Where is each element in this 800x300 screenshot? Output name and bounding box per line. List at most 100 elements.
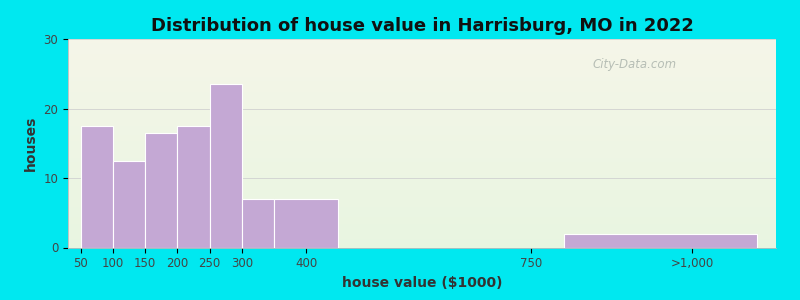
Bar (68, 71, 776, 72)
Bar (68, 171, 776, 172)
Bar (68, 139, 776, 140)
Bar (68, 50, 776, 52)
Bar (68, 117, 776, 118)
Bar (68, 194, 776, 195)
Bar (68, 157, 776, 158)
Bar (68, 88, 776, 89)
Bar (68, 55, 776, 56)
Bar (68, 181, 776, 182)
Bar (68, 170, 776, 171)
Bar (68, 209, 776, 210)
Bar (68, 179, 776, 180)
Bar (68, 144, 776, 145)
Bar (68, 86, 776, 87)
Bar (68, 153, 776, 154)
X-axis label: house value ($1000): house value ($1000) (342, 276, 502, 290)
Bar (68, 212, 776, 213)
Bar (68, 127, 776, 128)
Bar (68, 128, 776, 129)
Bar (68, 79, 776, 80)
Bar (68, 45, 776, 46)
Bar (68, 214, 776, 215)
Bar (68, 103, 776, 105)
Bar (68, 120, 776, 122)
Bar (68, 210, 776, 211)
Bar (68, 165, 776, 166)
Bar (68, 87, 776, 88)
Bar (68, 234, 776, 235)
Bar (68, 66, 776, 67)
Bar (68, 111, 776, 112)
Bar (68, 184, 776, 185)
Bar (68, 228, 776, 229)
Bar (68, 186, 776, 187)
Bar (68, 204, 776, 205)
Bar (68, 166, 776, 167)
Bar (68, 218, 776, 219)
Bar (68, 141, 776, 142)
Bar (68, 199, 776, 200)
Bar (68, 158, 776, 159)
Bar (68, 242, 776, 243)
Bar (68, 80, 776, 81)
Bar (68, 110, 776, 111)
Bar (68, 129, 776, 130)
Bar (564, 234, 757, 248)
Bar (68, 213, 776, 214)
Bar (68, 124, 776, 125)
Bar (68, 221, 776, 223)
Bar (68, 57, 776, 58)
Bar (68, 238, 776, 239)
Bar (68, 83, 776, 84)
Bar (68, 217, 776, 218)
Bar (68, 192, 776, 193)
Bar (68, 168, 776, 169)
Bar (113, 160, 146, 247)
Bar (68, 94, 776, 95)
Bar (68, 164, 776, 165)
Bar (68, 160, 776, 161)
Bar (68, 59, 776, 60)
Bar (68, 152, 776, 153)
Bar (68, 201, 776, 202)
Bar (68, 62, 776, 63)
Bar (68, 177, 776, 178)
Bar (68, 151, 776, 152)
Bar (68, 149, 776, 151)
Bar (68, 230, 776, 231)
Bar (68, 48, 776, 50)
Bar (68, 173, 776, 175)
Bar (68, 189, 776, 190)
Bar (68, 91, 776, 92)
Bar (68, 44, 776, 45)
Bar (68, 85, 776, 86)
Bar (68, 176, 776, 177)
Bar (68, 122, 776, 123)
Bar (68, 43, 776, 44)
Bar (68, 236, 776, 237)
Bar (68, 61, 776, 62)
Bar (68, 136, 776, 137)
Bar (68, 131, 776, 132)
Bar (68, 169, 776, 170)
Bar (68, 146, 776, 147)
Bar (68, 89, 776, 90)
Bar (68, 241, 776, 242)
Y-axis label: houses: houses (24, 116, 38, 171)
Bar (68, 142, 776, 143)
Bar (68, 188, 776, 189)
Bar (68, 190, 776, 191)
Bar (68, 196, 776, 197)
Bar (68, 243, 776, 244)
Bar (68, 46, 776, 47)
Bar (68, 156, 776, 157)
Bar (68, 240, 776, 241)
Bar (68, 206, 776, 207)
Bar (68, 183, 776, 184)
Bar (68, 102, 776, 103)
Bar (68, 227, 776, 228)
Bar (68, 216, 776, 217)
Bar (68, 182, 776, 183)
Bar (68, 100, 776, 102)
Bar (68, 215, 776, 216)
